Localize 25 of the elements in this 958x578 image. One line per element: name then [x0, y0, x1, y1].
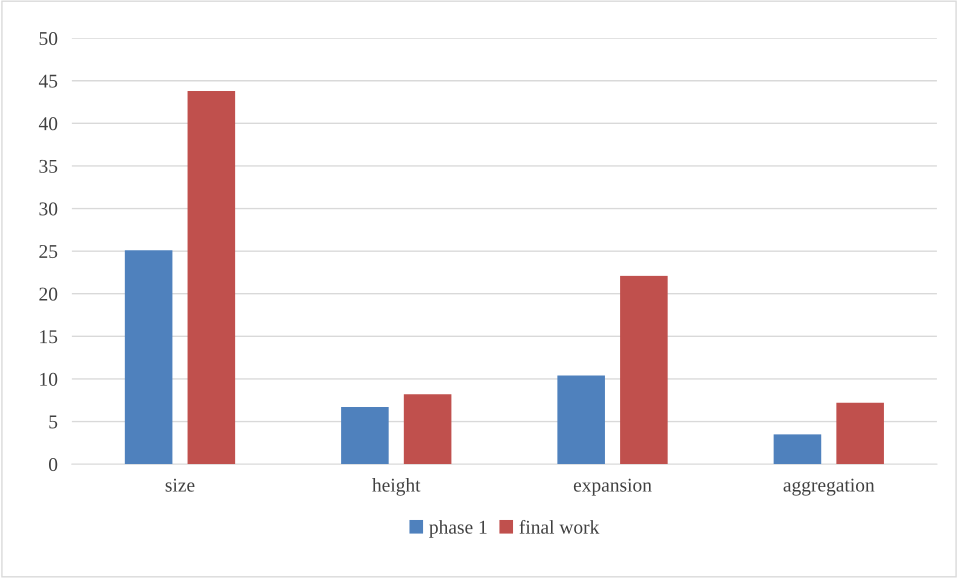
y-tick-label: 30	[39, 202, 58, 216]
y-tick-label: 45	[38, 74, 58, 88]
y-tick-label: 35	[39, 160, 58, 173]
bar	[557, 376, 605, 464]
y-tick-label: 0	[48, 458, 58, 472]
y-tick-label: 25	[39, 245, 58, 258]
bar	[188, 90, 236, 464]
x-tick-label: size	[166, 478, 194, 492]
y-tick-label: 5	[49, 416, 58, 428]
y-tick-label: 20	[39, 288, 58, 301]
x-tick-label: expansion	[574, 478, 652, 496]
legend-label: final work	[519, 520, 600, 534]
x-tick-label: height	[372, 478, 420, 496]
bar	[836, 402, 884, 464]
bar	[774, 434, 822, 464]
y-tick-label: 15	[40, 330, 58, 344]
bar	[124, 250, 172, 464]
y-tick-label: 50	[40, 32, 58, 46]
y-tick-label: 10	[40, 372, 58, 386]
x-tick-label: aggregation	[784, 478, 874, 496]
bar	[620, 276, 668, 464]
y-tick-label: 40	[38, 117, 58, 130]
bar	[404, 394, 452, 464]
bar	[341, 407, 389, 464]
legend-label: phase 1	[429, 520, 487, 538]
